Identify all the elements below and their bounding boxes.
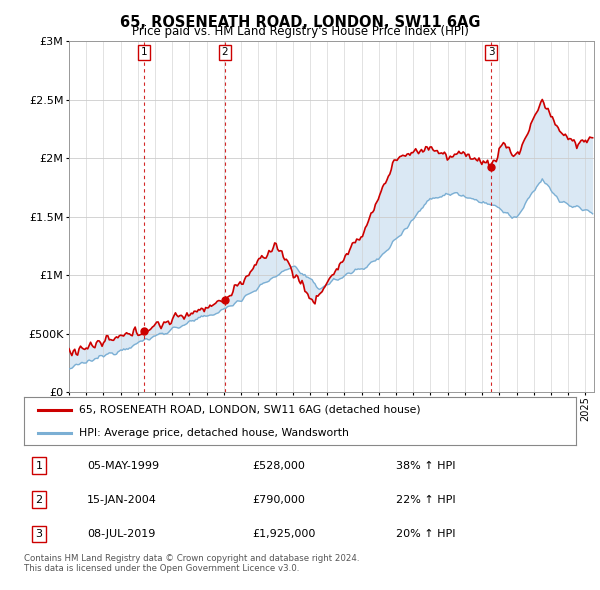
- Text: 38% ↑ HPI: 38% ↑ HPI: [396, 461, 455, 470]
- Text: £790,000: £790,000: [252, 495, 305, 504]
- Text: Contains HM Land Registry data © Crown copyright and database right 2024.
This d: Contains HM Land Registry data © Crown c…: [24, 554, 359, 573]
- Text: 08-JUL-2019: 08-JUL-2019: [87, 529, 155, 539]
- Text: 1: 1: [35, 461, 43, 470]
- Text: 1: 1: [140, 47, 147, 57]
- Text: 65, ROSENEATH ROAD, LONDON, SW11 6AG: 65, ROSENEATH ROAD, LONDON, SW11 6AG: [120, 15, 480, 30]
- Text: 05-MAY-1999: 05-MAY-1999: [87, 461, 159, 470]
- Text: £1,925,000: £1,925,000: [252, 529, 316, 539]
- Text: 20% ↑ HPI: 20% ↑ HPI: [396, 529, 455, 539]
- Text: 3: 3: [35, 529, 43, 539]
- Text: HPI: Average price, detached house, Wandsworth: HPI: Average price, detached house, Wand…: [79, 428, 349, 438]
- Text: £528,000: £528,000: [252, 461, 305, 470]
- Text: Price paid vs. HM Land Registry's House Price Index (HPI): Price paid vs. HM Land Registry's House …: [131, 25, 469, 38]
- Text: 3: 3: [488, 47, 494, 57]
- Text: 2: 2: [35, 495, 43, 504]
- Text: 22% ↑ HPI: 22% ↑ HPI: [396, 495, 455, 504]
- Text: 65, ROSENEATH ROAD, LONDON, SW11 6AG (detached house): 65, ROSENEATH ROAD, LONDON, SW11 6AG (de…: [79, 405, 421, 415]
- Text: 2: 2: [221, 47, 228, 57]
- Text: 15-JAN-2004: 15-JAN-2004: [87, 495, 157, 504]
